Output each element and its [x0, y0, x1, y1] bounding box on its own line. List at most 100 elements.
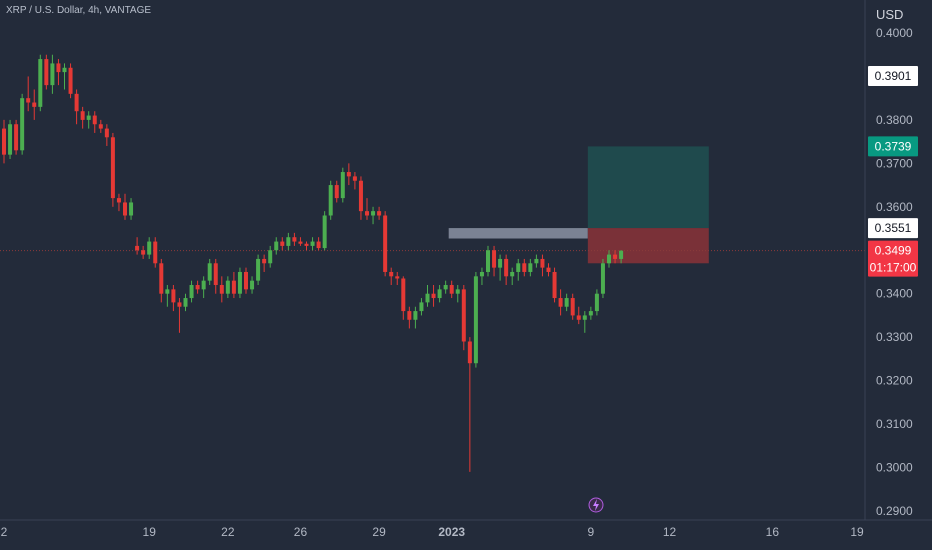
candle	[201, 276, 206, 299]
countdown-label: 01:17:00	[870, 261, 917, 275]
price-tick: 0.3200	[876, 374, 913, 388]
time-tick: 9	[588, 525, 595, 539]
candle-body	[431, 293, 436, 299]
target-zone	[587, 146, 709, 229]
price-tick: 0.4000	[876, 26, 913, 40]
candle	[225, 276, 230, 299]
candle-body	[20, 98, 25, 151]
candle-body	[582, 315, 587, 320]
candle	[534, 254, 539, 268]
candle	[189, 280, 194, 303]
candle-body	[425, 293, 430, 303]
candle	[268, 245, 273, 268]
candle	[576, 306, 581, 325]
candle	[552, 267, 557, 303]
candle	[322, 211, 327, 251]
time-axis[interactable]: 2 19 22 26 29 2023 9 12 16 19	[1, 525, 864, 539]
price-tick: 0.3400	[876, 287, 913, 301]
candle	[8, 119, 13, 160]
candle-body	[213, 263, 218, 286]
candle-body	[389, 271, 394, 277]
candle-body	[92, 115, 97, 125]
price-tag-bg	[868, 66, 918, 87]
candle-body	[449, 285, 454, 294]
candle-body	[32, 102, 37, 107]
price-axis[interactable]: 0.4000 0.3800 0.3700 0.3600 0.3400 0.3300 0.32…	[876, 26, 913, 518]
stop-zone	[587, 228, 709, 264]
candle	[62, 63, 67, 90]
time-tick: 22	[221, 525, 235, 539]
candle-body	[395, 276, 400, 279]
candle-body	[322, 215, 327, 249]
candle-body	[68, 67, 73, 94]
candle	[213, 258, 218, 294]
candle	[328, 180, 333, 220]
lightning-icon[interactable]	[588, 497, 604, 513]
candle	[492, 245, 497, 277]
candle	[56, 59, 61, 86]
time-tick: 29	[372, 525, 386, 539]
candle-body	[123, 202, 127, 216]
candle	[413, 306, 418, 329]
candle-body	[135, 245, 140, 251]
candle	[473, 271, 478, 368]
candle-body	[594, 293, 599, 312]
candle-body	[377, 211, 382, 216]
candle	[377, 206, 382, 220]
candle	[564, 293, 569, 312]
candle-body	[292, 237, 297, 242]
candle	[237, 267, 242, 299]
candle-body	[50, 63, 55, 86]
candle	[467, 337, 472, 472]
candle-body	[473, 276, 478, 364]
price-tag-bg	[868, 240, 918, 277]
candle-body	[116, 198, 121, 203]
candle-body	[141, 250, 146, 255]
candle	[455, 285, 460, 303]
candle-body	[129, 202, 134, 216]
price-tick: 0.3700	[876, 156, 913, 170]
candle	[110, 132, 115, 207]
candle	[389, 267, 394, 286]
candle-body	[486, 250, 490, 272]
price-tag-label: 0.3901	[875, 69, 912, 83]
candle-body	[558, 298, 563, 307]
price-tag: 0.3499 01:17:00	[868, 240, 918, 277]
time-tick: 12	[663, 525, 677, 539]
candle	[244, 267, 248, 294]
candle	[461, 285, 466, 351]
candle	[316, 237, 321, 251]
candle-body	[607, 254, 611, 264]
price-tag: 0.3551	[868, 218, 918, 239]
candle-body	[56, 63, 61, 73]
candle	[449, 280, 454, 299]
time-tick: 19	[143, 525, 157, 539]
candle-body	[244, 271, 248, 290]
candle	[92, 111, 97, 133]
time-tick: 2023	[438, 525, 465, 539]
candle-body	[280, 241, 285, 246]
candle	[38, 54, 43, 112]
candle-body	[334, 185, 339, 199]
time-tick: 26	[294, 525, 308, 539]
candle-body	[298, 241, 303, 244]
candle	[262, 254, 267, 272]
chart-title: XRP / U.S. Dollar, 4h, VANTAGE	[6, 5, 152, 16]
price-tick: 0.3600	[876, 200, 913, 214]
candle-body	[346, 172, 351, 177]
candle	[274, 237, 279, 255]
candle-body	[383, 215, 388, 272]
candle-body	[225, 280, 230, 294]
candle	[486, 245, 490, 277]
candle	[80, 106, 85, 129]
candle-body	[316, 241, 321, 249]
candle	[310, 237, 315, 251]
price-tags: 0.3901 0.3739 0.3551 0.3499 01:17:00	[868, 66, 918, 277]
candle-body	[340, 172, 345, 199]
resistance-zone	[448, 228, 588, 239]
candle	[600, 258, 605, 299]
candle-body	[522, 263, 527, 272]
candle-body	[443, 285, 448, 290]
candle	[231, 271, 236, 299]
